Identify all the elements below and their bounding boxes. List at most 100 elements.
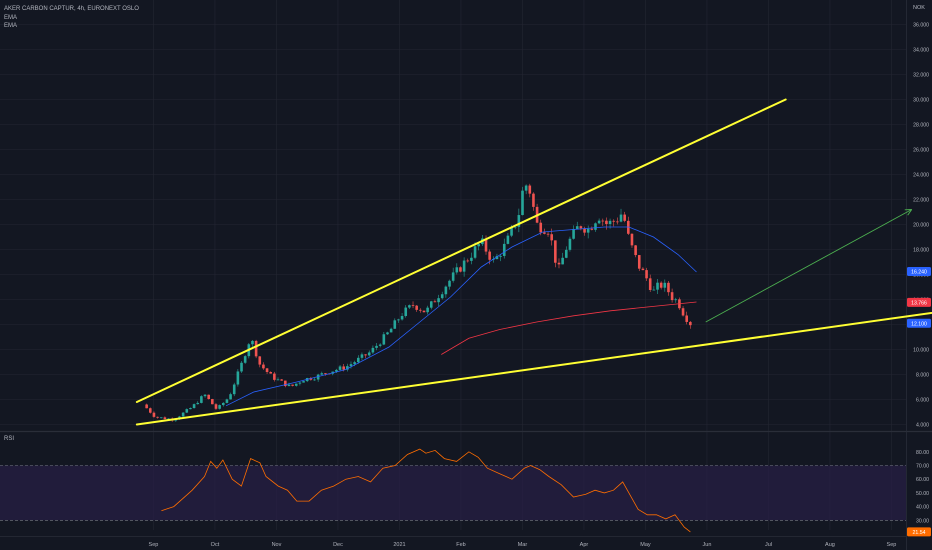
candle-body[interactable] xyxy=(411,305,415,306)
candle-body[interactable] xyxy=(663,282,667,288)
candle-body[interactable] xyxy=(291,384,294,386)
candle-body[interactable] xyxy=(462,260,466,272)
candle-body[interactable] xyxy=(196,402,200,405)
candle-body[interactable] xyxy=(353,362,356,365)
candle-body[interactable] xyxy=(393,320,397,329)
candle-body[interactable] xyxy=(145,404,148,409)
candle-body[interactable] xyxy=(488,251,491,260)
candle-body[interactable] xyxy=(192,404,196,409)
candle-body[interactable] xyxy=(419,309,422,311)
candle-body[interactable] xyxy=(386,332,389,335)
candle-body[interactable] xyxy=(185,409,189,413)
candle-body[interactable] xyxy=(470,257,473,261)
candle-body[interactable] xyxy=(214,404,218,409)
candle-body[interactable] xyxy=(273,373,276,380)
candle-body[interactable] xyxy=(251,340,254,345)
candle-body[interactable] xyxy=(225,399,229,403)
candle-body[interactable] xyxy=(532,193,535,207)
candle-body[interactable] xyxy=(477,244,481,247)
candle-body[interactable] xyxy=(389,328,393,333)
candle-body[interactable] xyxy=(298,382,302,384)
candle-body[interactable] xyxy=(400,316,404,320)
candle-body[interactable] xyxy=(619,214,623,222)
candle-body[interactable] xyxy=(550,234,553,241)
candle-body[interactable] xyxy=(229,394,232,400)
candle-body[interactable] xyxy=(543,232,546,234)
candle-body[interactable] xyxy=(163,417,167,420)
candle-body[interactable] xyxy=(554,240,557,263)
candle-body[interactable] xyxy=(200,396,203,403)
candle-body[interactable] xyxy=(294,383,298,386)
candle-body[interactable] xyxy=(637,255,641,269)
candle-body[interactable] xyxy=(466,260,470,262)
time-axis[interactable]: Sep Oct Nov Dec 2021 Feb Mar Apr May Jun Jul Aug Sep… xyxy=(149,542,932,548)
price-pane[interactable] xyxy=(135,98,932,426)
candle-body[interactable] xyxy=(608,220,612,225)
candle-body[interactable] xyxy=(324,373,327,375)
candle-body[interactable] xyxy=(218,405,221,409)
candle-body[interactable] xyxy=(623,214,626,221)
candle-body[interactable] xyxy=(510,227,513,236)
candle-body[interactable] xyxy=(539,222,543,233)
candle-body[interactable] xyxy=(397,319,400,321)
candle-body[interactable] xyxy=(342,366,345,370)
candle-body[interactable] xyxy=(422,310,426,313)
candle-body[interactable] xyxy=(641,268,645,271)
candle-body[interactable] xyxy=(681,308,685,316)
candle-body[interactable] xyxy=(612,220,616,222)
rsi-axis[interactable]: 80.00 70.00 60.00 50.00 40.00 30.00 21.54 xyxy=(907,450,931,537)
candle-body[interactable] xyxy=(258,356,262,365)
candle-body[interactable] xyxy=(408,305,411,308)
projection-arrow[interactable] xyxy=(705,209,912,323)
candle-body[interactable] xyxy=(159,417,163,419)
candle-body[interactable] xyxy=(262,364,265,369)
candle-body[interactable] xyxy=(513,226,517,228)
candle-body[interactable] xyxy=(579,226,583,229)
candle-body[interactable] xyxy=(349,364,353,367)
candle-body[interactable] xyxy=(269,371,273,374)
candle-body[interactable] xyxy=(236,371,240,385)
candle-body[interactable] xyxy=(335,369,338,372)
candle-body[interactable] xyxy=(346,366,349,370)
candle-body[interactable] xyxy=(433,301,437,303)
candle-body[interactable] xyxy=(203,394,207,397)
candle-body[interactable] xyxy=(207,394,210,400)
candle-body[interactable] xyxy=(597,220,601,224)
candle-body[interactable] xyxy=(364,354,367,356)
candle-body[interactable] xyxy=(521,190,524,216)
candle-body[interactable] xyxy=(630,233,634,246)
candle-body[interactable] xyxy=(656,282,659,290)
candle-body[interactable] xyxy=(561,257,564,265)
candle-body[interactable] xyxy=(451,272,455,281)
candle-body[interactable] xyxy=(568,238,572,250)
candle-body[interactable] xyxy=(670,292,674,301)
candle-body[interactable] xyxy=(302,381,305,383)
candle-body[interactable] xyxy=(167,418,170,420)
candle-body[interactable] xyxy=(645,270,648,279)
candle-body[interactable] xyxy=(575,226,579,229)
candle-body[interactable] xyxy=(440,294,444,299)
candle-body[interactable] xyxy=(634,245,637,256)
candle-body[interactable] xyxy=(594,223,597,230)
candle-body[interactable] xyxy=(404,307,408,317)
candle-body[interactable] xyxy=(265,368,269,372)
candle-body[interactable] xyxy=(448,280,451,287)
candle-body[interactable] xyxy=(524,185,528,191)
candle-body[interactable] xyxy=(313,379,316,381)
candle-body[interactable] xyxy=(546,233,550,235)
candle-body[interactable] xyxy=(415,305,418,310)
candle-body[interactable] xyxy=(506,235,510,244)
candle-body[interactable] xyxy=(232,384,236,395)
candle-body[interactable] xyxy=(685,315,689,322)
candle-body[interactable] xyxy=(648,278,652,290)
candle-body[interactable] xyxy=(148,408,152,413)
candle-body[interactable] xyxy=(338,366,342,370)
candle-body[interactable] xyxy=(382,334,386,345)
candle-body[interactable] xyxy=(240,362,243,372)
candle-body[interactable] xyxy=(284,380,287,387)
candle-body[interactable] xyxy=(156,416,159,418)
candle-body[interactable] xyxy=(211,399,214,405)
candle-body[interactable] xyxy=(243,356,247,363)
candle-body[interactable] xyxy=(459,267,462,272)
